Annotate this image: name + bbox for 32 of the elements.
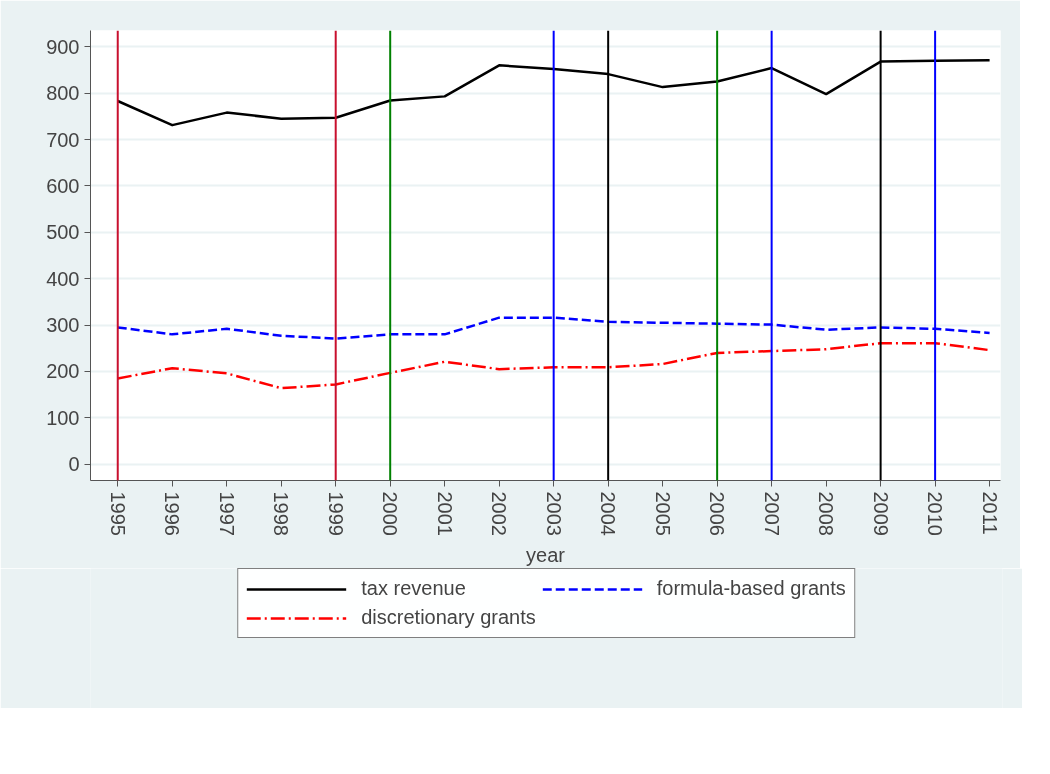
x-tick-label: 1997 <box>215 491 238 536</box>
line-series <box>116 341 991 390</box>
x-tick-label: 2008 <box>815 491 838 536</box>
x-tick-label: 2000 <box>379 491 402 536</box>
x-tick-label: 1998 <box>270 491 293 536</box>
y-tick-label: 100 <box>46 406 80 429</box>
y-tick-label: 0 <box>68 453 80 476</box>
x-tick-label: 2011 <box>978 491 1001 535</box>
x-tick-label: 2004 <box>597 491 620 536</box>
y-tick-label: 900 <box>46 35 80 58</box>
x-tick-label: 2002 <box>488 491 511 536</box>
y-tick-label: 300 <box>46 314 80 337</box>
x-tick-label: 2007 <box>760 491 783 536</box>
y-tick-label: 400 <box>46 267 80 290</box>
x-tick-label: 2006 <box>706 491 729 536</box>
x-tick-label: 1999 <box>324 491 347 536</box>
legend-label: formula-based grants <box>656 577 846 600</box>
y-tick-label: 700 <box>46 128 80 151</box>
x-tick-label: 2003 <box>542 491 565 536</box>
legend-label: discretionary grants <box>361 606 536 629</box>
x-tick-label: 2001 <box>433 491 456 536</box>
x-axis-title: year <box>526 543 566 566</box>
x-tick-label: 1995 <box>106 491 129 536</box>
y-tick-label: 500 <box>46 221 80 244</box>
y-tick-label: 800 <box>46 82 80 105</box>
x-tick-label: 1996 <box>161 491 184 536</box>
y-tick-label: 200 <box>46 360 80 383</box>
x-tick-label: 2009 <box>869 491 892 536</box>
x-tick-label: 2010 <box>924 491 947 536</box>
x-tick-label: 2005 <box>651 491 674 536</box>
legend-label: tax revenue <box>361 577 466 600</box>
y-tick-label: 600 <box>46 174 80 197</box>
